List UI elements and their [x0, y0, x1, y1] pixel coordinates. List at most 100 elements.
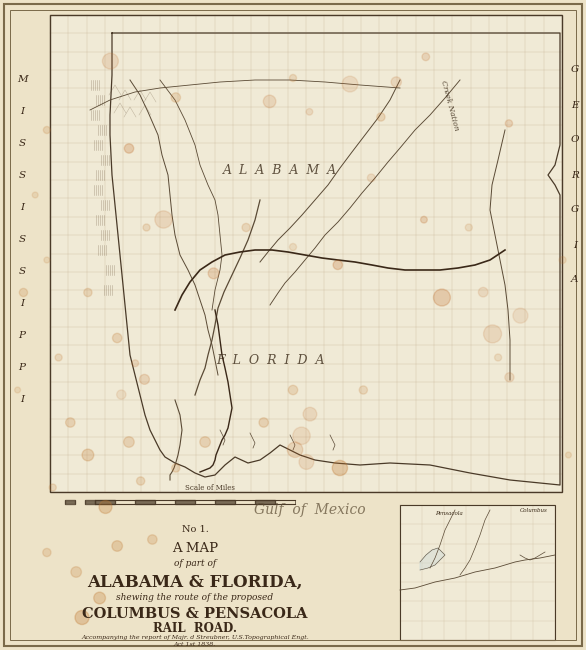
Circle shape: [124, 144, 134, 153]
Text: Columbus: Columbus: [520, 508, 548, 513]
Circle shape: [124, 437, 134, 447]
Bar: [85, 500, 95, 504]
Circle shape: [259, 418, 268, 427]
Circle shape: [94, 592, 105, 604]
Circle shape: [43, 127, 50, 133]
Polygon shape: [420, 548, 445, 570]
Circle shape: [82, 449, 94, 461]
Circle shape: [478, 287, 488, 297]
Circle shape: [143, 224, 150, 231]
Text: S: S: [18, 235, 26, 244]
Text: F  L  O  R  I  D  A: F L O R I D A: [216, 354, 324, 367]
Text: R: R: [571, 170, 579, 179]
Circle shape: [289, 75, 297, 81]
Circle shape: [289, 244, 297, 250]
Bar: [135, 500, 155, 504]
Bar: [255, 500, 275, 504]
Bar: [175, 500, 195, 504]
Circle shape: [75, 610, 89, 625]
Circle shape: [306, 109, 313, 115]
Text: RAIL  ROAD.: RAIL ROAD.: [153, 621, 237, 634]
Circle shape: [505, 120, 513, 127]
Text: Scale of Miles: Scale of Miles: [185, 484, 235, 492]
Text: E: E: [571, 101, 579, 109]
Circle shape: [172, 464, 180, 472]
Circle shape: [465, 224, 472, 231]
Bar: [95, 500, 115, 504]
Circle shape: [565, 452, 571, 458]
Circle shape: [359, 386, 367, 394]
Circle shape: [434, 289, 451, 306]
Text: S: S: [18, 140, 26, 148]
Text: I: I: [573, 240, 577, 250]
Circle shape: [19, 289, 28, 296]
Circle shape: [332, 460, 347, 476]
Circle shape: [71, 567, 81, 577]
Text: S: S: [18, 268, 26, 276]
Circle shape: [513, 308, 528, 323]
Circle shape: [242, 224, 250, 231]
Circle shape: [421, 216, 427, 223]
Circle shape: [171, 93, 180, 102]
Circle shape: [293, 427, 310, 445]
Circle shape: [333, 260, 342, 270]
Text: I: I: [20, 395, 24, 404]
Circle shape: [55, 354, 62, 361]
Circle shape: [66, 418, 75, 427]
Circle shape: [117, 390, 126, 399]
Text: P: P: [19, 332, 26, 341]
Text: A MAP: A MAP: [172, 541, 218, 554]
Text: of part of: of part of: [174, 558, 216, 567]
Circle shape: [155, 211, 172, 228]
Text: A  L  A  B  A  M  A: A L A B A M A: [223, 164, 337, 177]
Text: G: G: [571, 205, 579, 214]
Circle shape: [44, 257, 50, 263]
Text: O: O: [571, 135, 579, 144]
Text: Pensacola: Pensacola: [435, 511, 463, 516]
Circle shape: [49, 484, 56, 491]
Bar: [50, 15, 562, 492]
Circle shape: [32, 192, 38, 198]
Text: Creek Nation: Creek Nation: [440, 79, 461, 131]
Circle shape: [139, 374, 149, 384]
Circle shape: [342, 76, 358, 92]
Circle shape: [422, 53, 430, 60]
Circle shape: [15, 387, 21, 393]
Text: Accompanying the report of Majr. d Streubner, U.S.Topographical Engt.: Accompanying the report of Majr. d Streu…: [81, 636, 309, 640]
Circle shape: [367, 174, 375, 182]
Bar: [50, 15, 562, 492]
Circle shape: [137, 477, 145, 485]
Text: A: A: [571, 276, 579, 285]
Text: M: M: [16, 75, 28, 84]
Text: ALABAMA & FLORIDA,: ALABAMA & FLORIDA,: [87, 573, 303, 590]
Text: shewing the route of the proposed: shewing the route of the proposed: [117, 593, 274, 603]
Circle shape: [483, 325, 502, 343]
Circle shape: [84, 289, 92, 296]
Circle shape: [288, 385, 298, 395]
Circle shape: [505, 372, 514, 382]
Bar: [215, 500, 235, 504]
Text: Gulf  of  Mexico: Gulf of Mexico: [254, 503, 366, 517]
Text: COLUMBUS & PENSACOLA: COLUMBUS & PENSACOLA: [82, 607, 308, 621]
Bar: [65, 500, 75, 504]
Bar: [400, 505, 555, 640]
Text: I: I: [20, 107, 24, 116]
Circle shape: [112, 541, 122, 551]
Circle shape: [208, 268, 219, 279]
Circle shape: [303, 408, 317, 421]
Circle shape: [495, 354, 502, 361]
Text: P: P: [19, 363, 26, 372]
Text: Act 1st 1838.: Act 1st 1838.: [174, 642, 216, 647]
Circle shape: [559, 257, 566, 263]
Circle shape: [200, 437, 210, 447]
Text: I: I: [20, 203, 24, 213]
Circle shape: [263, 95, 276, 108]
Circle shape: [113, 333, 122, 343]
Circle shape: [148, 535, 157, 544]
Circle shape: [377, 113, 385, 121]
Text: I: I: [20, 300, 24, 309]
Text: G: G: [571, 66, 579, 75]
Circle shape: [299, 454, 314, 469]
Circle shape: [391, 77, 401, 87]
Circle shape: [103, 53, 118, 69]
